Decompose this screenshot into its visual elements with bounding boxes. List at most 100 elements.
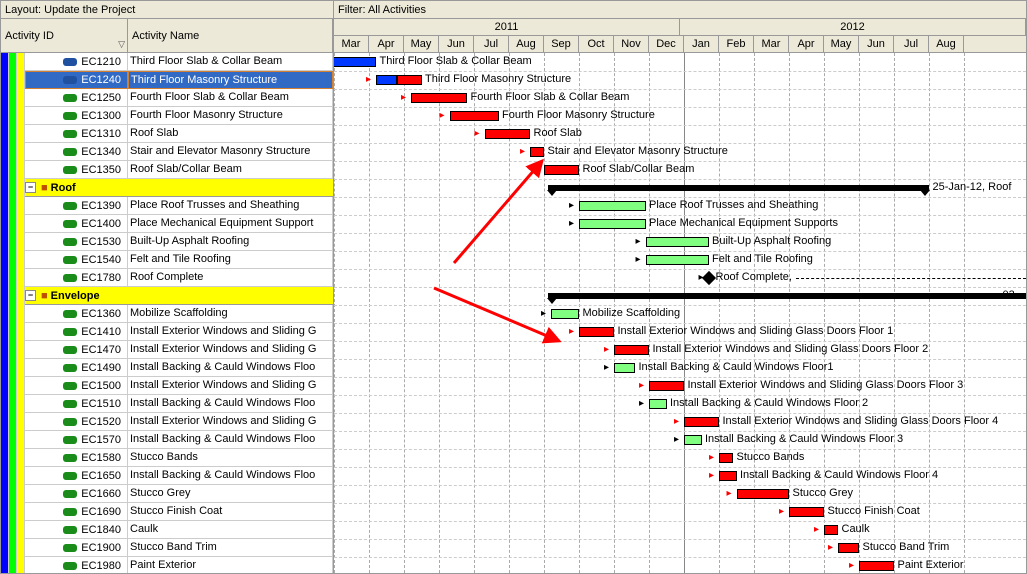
table-row[interactable]: EC1500Install Exterior Windows and Slidi… (1, 377, 333, 395)
table-row[interactable]: EC1690Stucco Finish Coat (1, 503, 333, 521)
gantt-row[interactable]: ▸Stucco Grey (334, 485, 1026, 503)
table-row[interactable]: EC1310Roof Slab (1, 125, 333, 143)
gantt-row[interactable]: ▸Install Backing & Cauld Windows Floor 2 (334, 395, 1026, 413)
activity-icon (63, 328, 77, 336)
grid-body[interactable]: EC1210Third Floor Slab & Collar BeamEC12… (1, 53, 333, 573)
table-row[interactable]: EC1390Place Roof Trusses and Sheathing (1, 197, 333, 215)
gantt-row[interactable]: ▸Install Backing & Cauld Windows Floor1 (334, 359, 1026, 377)
gantt-bar[interactable] (646, 237, 709, 247)
gantt-bar[interactable] (334, 57, 376, 67)
gantt-row[interactable]: ▸Install Exterior Windows and Sliding Gl… (334, 323, 1026, 341)
gantt-bar[interactable] (859, 561, 894, 571)
table-row[interactable]: EC1530Built-Up Asphalt Roofing (1, 233, 333, 251)
gantt-bar[interactable] (649, 399, 667, 409)
month-label: Aug (929, 36, 964, 52)
table-row[interactable]: EC1520Install Exterior Windows and Slidi… (1, 413, 333, 431)
table-row[interactable]: EC1650Install Backing & Cauld Windows Fl… (1, 467, 333, 485)
gantt-bar[interactable] (397, 75, 422, 85)
gantt-bar[interactable] (684, 435, 702, 445)
gantt-row[interactable]: ▸Install Backing & Cauld Windows Floor 4 (334, 467, 1026, 485)
table-row[interactable]: EC1410Install Exterior Windows and Slidi… (1, 323, 333, 341)
gantt-bar[interactable] (614, 345, 649, 355)
gantt-bar[interactable] (614, 363, 635, 373)
gantt-bar[interactable] (544, 165, 579, 175)
table-row[interactable]: EC1470Install Exterior Windows and Slidi… (1, 341, 333, 359)
gantt-row[interactable]: ▸Install Exterior Windows and Sliding Gl… (334, 377, 1026, 395)
table-row[interactable]: EC1300Fourth Floor Masonry Structure (1, 107, 333, 125)
table-row[interactable]: EC1340Stair and Elevator Masonry Structu… (1, 143, 333, 161)
gantt-bar[interactable] (649, 381, 684, 391)
table-row[interactable]: EC1400Place Mechanical Equipment Support (1, 215, 333, 233)
gantt-bar[interactable] (579, 201, 646, 211)
gantt-bar[interactable] (376, 75, 397, 85)
gantt-bar[interactable] (579, 219, 646, 229)
gantt-row[interactable]: ▸Place Mechanical Equipment Supports (334, 215, 1026, 233)
gantt-bar[interactable] (551, 309, 579, 319)
gantt-row[interactable]: ▸Felt and Tile Roofing (334, 251, 1026, 269)
table-row[interactable]: EC1490Install Backing & Cauld Windows Fl… (1, 359, 333, 377)
gantt-bar[interactable] (789, 507, 824, 517)
activity-id: EC1490 (81, 360, 121, 376)
gantt-row[interactable]: ▸Stucco Band Trim (334, 539, 1026, 557)
gantt-bar[interactable] (579, 327, 614, 337)
table-row[interactable]: EC1360Mobilize Scaffolding (1, 305, 333, 323)
group-row[interactable]: −■Roof (1, 179, 333, 197)
gantt-row[interactable]: 03 (334, 287, 1026, 305)
table-row[interactable]: EC1540Felt and Tile Roofing (1, 251, 333, 269)
col-activity-name[interactable]: Activity Name (128, 19, 333, 52)
gantt-bar[interactable] (411, 93, 467, 103)
table-row[interactable]: EC1980Paint Exterior (1, 557, 333, 573)
gantt-bar[interactable] (719, 453, 733, 463)
gantt-bar[interactable] (530, 147, 544, 157)
gantt-row[interactable]: ▸Stair and Elevator Masonry Structure (334, 143, 1026, 161)
gantt-bar[interactable] (737, 489, 790, 499)
gantt-row[interactable]: ▸Place Roof Trusses and Sheathing (334, 197, 1026, 215)
gantt-body[interactable]: Third Floor Slab & Collar Beam▸Third Flo… (334, 53, 1026, 573)
gantt-row[interactable]: ▸Fourth Floor Slab & Collar Beam (334, 89, 1026, 107)
gantt-row[interactable]: ▸Caulk (334, 521, 1026, 539)
group-row[interactable]: −■Envelope (1, 287, 333, 305)
milestone-icon[interactable] (701, 271, 715, 285)
table-row[interactable]: EC1660Stucco Grey (1, 485, 333, 503)
gantt-bar[interactable] (450, 111, 499, 121)
col-activity-id[interactable]: Activity ID ▽ (1, 19, 128, 52)
gantt-row[interactable]: ▸Roof Complete, (334, 269, 1026, 287)
table-row[interactable]: EC1570Install Backing & Cauld Windows Fl… (1, 431, 333, 449)
table-row[interactable]: EC1240Third Floor Masonry Structure (1, 71, 333, 89)
collapse-icon[interactable]: − (25, 290, 36, 301)
table-row[interactable]: EC1250Fourth Floor Slab & Collar Beam (1, 89, 333, 107)
gantt-row[interactable]: ▸Paint Exterior (334, 557, 1026, 573)
link-arrow-icon: ▸ (520, 146, 525, 157)
gantt-row[interactable]: ▸Install Exterior Windows and Sliding Gl… (334, 341, 1026, 359)
activity-icon (63, 346, 77, 354)
gantt-bar[interactable] (485, 129, 531, 139)
gantt-row[interactable]: ▸Install Backing & Cauld Windows Floor 3 (334, 431, 1026, 449)
gantt-row[interactable]: ▸Third Floor Masonry Structure (334, 71, 1026, 89)
table-row[interactable]: EC1210Third Floor Slab & Collar Beam (1, 53, 333, 71)
gantt-row[interactable]: ▸Stucco Finish Coat (334, 503, 1026, 521)
gantt-row[interactable]: ▸Roof Slab/Collar Beam (334, 161, 1026, 179)
table-row[interactable]: EC1510Install Backing & Cauld Windows Fl… (1, 395, 333, 413)
gantt-row[interactable]: ▸Built-Up Asphalt Roofing (334, 233, 1026, 251)
gantt-row[interactable]: ▸Mobilize Scaffolding (334, 305, 1026, 323)
gantt-bar[interactable] (684, 417, 719, 427)
gantt-bar[interactable] (838, 543, 859, 553)
gantt-row[interactable]: ▸Fourth Floor Masonry Structure (334, 107, 1026, 125)
gantt-bar[interactable] (719, 471, 737, 481)
table-row[interactable]: EC1350Roof Slab/Collar Beam (1, 161, 333, 179)
link-arrow-icon: ▸ (475, 128, 480, 139)
table-row[interactable]: EC1900Stucco Band Trim (1, 539, 333, 557)
table-row[interactable]: EC1840Caulk (1, 521, 333, 539)
expand-icon[interactable]: ▽ (118, 39, 125, 50)
gantt-row[interactable]: ▸Roof Slab (334, 125, 1026, 143)
gantt-row[interactable]: 25-Jan-12, Roof (334, 179, 1026, 197)
collapse-icon[interactable]: − (25, 182, 36, 193)
table-row[interactable]: EC1780Roof Complete (1, 269, 333, 287)
gantt-row[interactable]: Third Floor Slab & Collar Beam (334, 53, 1026, 71)
gantt-row[interactable]: ▸Install Exterior Windows and Sliding Gl… (334, 413, 1026, 431)
link-arrow-icon: ▸ (541, 308, 546, 319)
table-row[interactable]: EC1580Stucco Bands (1, 449, 333, 467)
gantt-bar[interactable] (824, 525, 838, 535)
gantt-bar[interactable] (646, 255, 709, 265)
gantt-row[interactable]: ▸Stucco Bands (334, 449, 1026, 467)
